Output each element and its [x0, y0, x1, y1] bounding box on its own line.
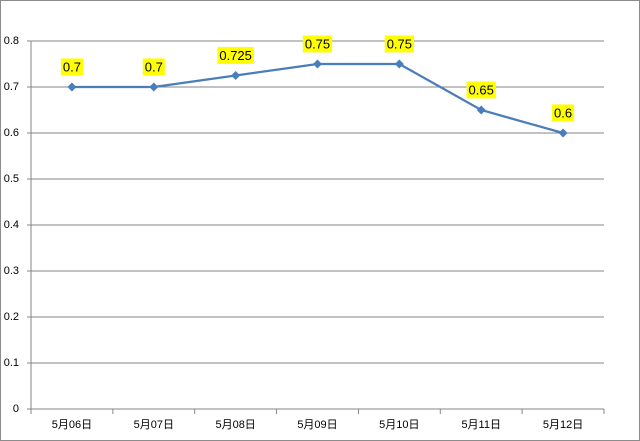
y-tick-label: 0.1 [4, 357, 19, 369]
data-label: 0.7 [145, 59, 163, 74]
data-label-bg [60, 58, 83, 76]
data-label-bg [142, 58, 165, 76]
data-label: 0.75 [387, 36, 412, 51]
x-tick-label: 5月12日 [543, 419, 583, 431]
y-tick-label: 0.2 [4, 311, 19, 323]
y-tick-label: 0.6 [4, 127, 19, 139]
marker [476, 105, 486, 115]
x-tick-label: 5月06日 [52, 419, 92, 431]
y-tick-label: 0.5 [4, 173, 19, 185]
y-tick-label: 0.7 [4, 81, 19, 93]
marker [313, 59, 322, 69]
marker [67, 82, 77, 92]
x-tick-label: 5月09日 [297, 419, 337, 431]
data-label-bg [552, 104, 575, 122]
data-label: 0.7 [63, 59, 81, 74]
data-label: 0.725 [219, 48, 252, 63]
data-label: 0.75 [305, 36, 330, 51]
x-tick-label: 5月11日 [461, 419, 501, 431]
data-label-bg [302, 35, 333, 53]
y-tick-label: 0.3 [4, 265, 19, 277]
marker [394, 59, 404, 69]
marker [231, 71, 241, 80]
y-tick-label: 0.4 [4, 219, 19, 231]
y-tick-label: 0.8 [4, 35, 19, 47]
x-tick-label: 5月10日 [379, 419, 419, 431]
data-label-bg [384, 35, 415, 53]
data-label-bg [217, 46, 254, 64]
y-tick-label: 0 [13, 403, 19, 415]
marker [149, 82, 159, 92]
data-label: 0.65 [469, 82, 494, 97]
data-label: 0.6 [554, 105, 572, 120]
x-tick-label: 5月08日 [215, 419, 255, 431]
x-tick-label: 5月07日 [134, 419, 174, 431]
data-label-bg [466, 81, 496, 99]
marker [558, 128, 568, 138]
